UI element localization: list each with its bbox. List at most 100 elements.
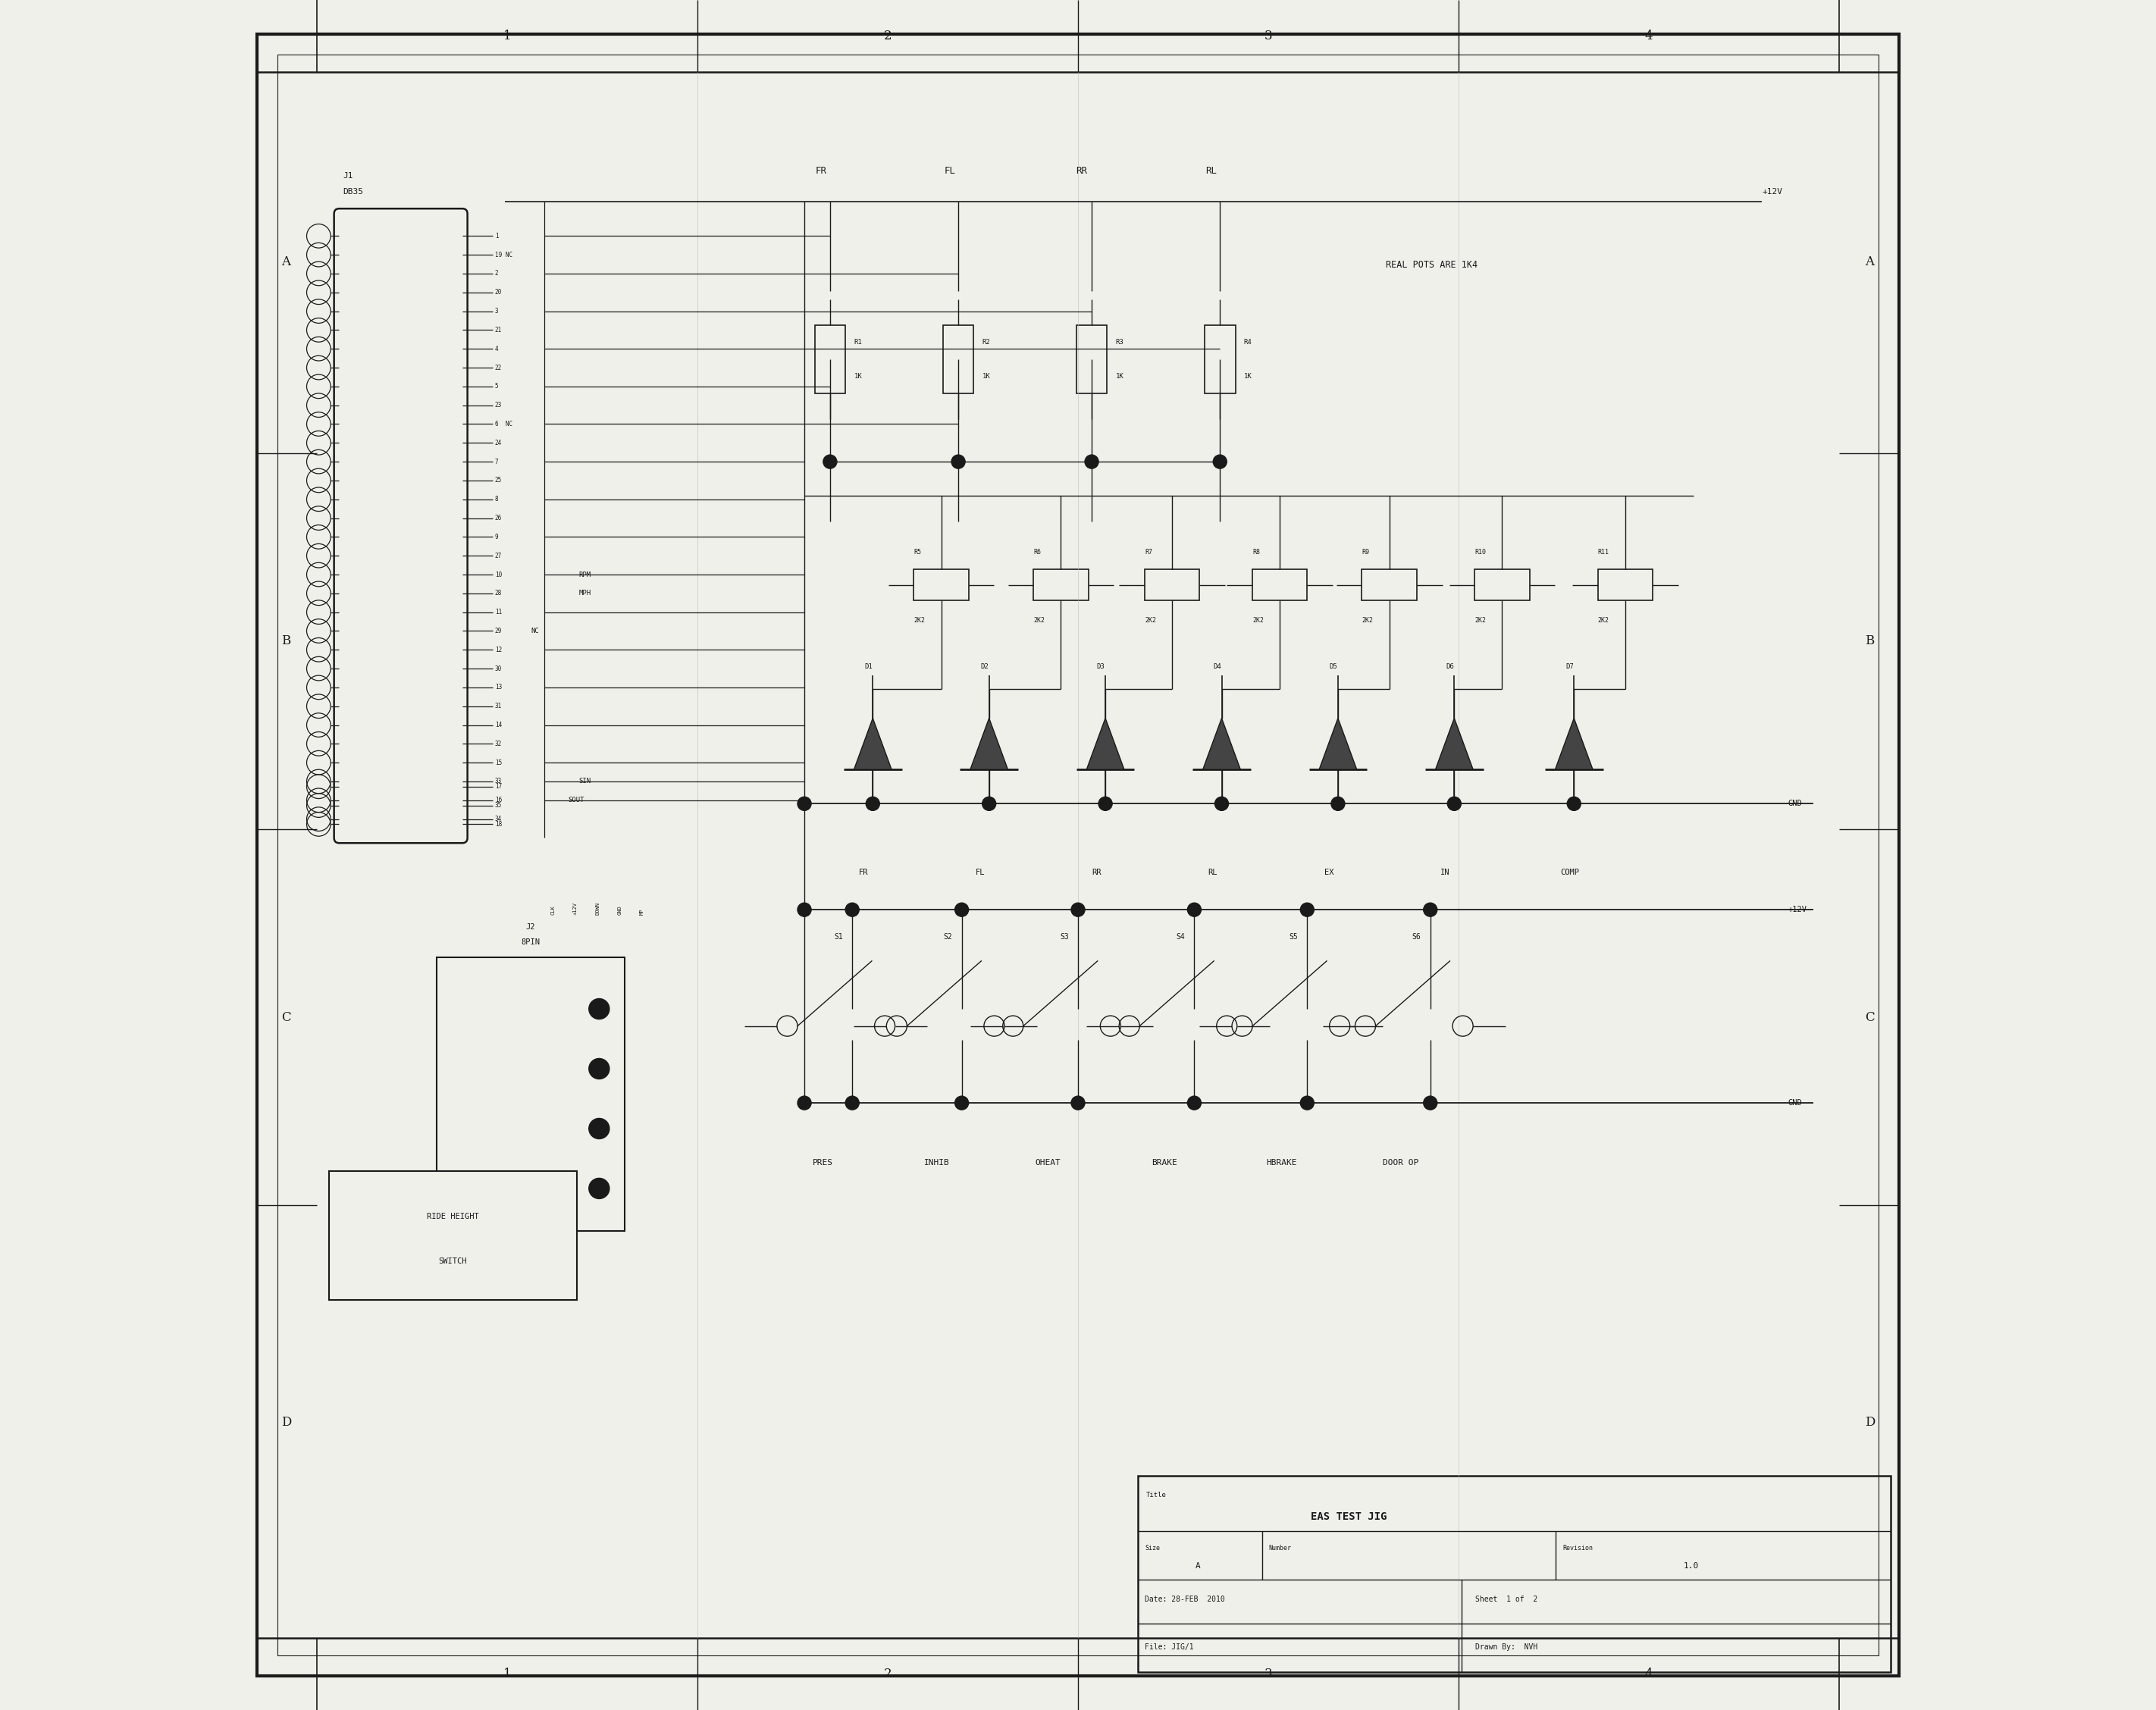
Text: Title: Title	[1147, 1493, 1166, 1498]
Text: DOWN: DOWN	[595, 901, 599, 915]
Text: FR: FR	[858, 869, 869, 876]
Circle shape	[589, 1058, 610, 1079]
Circle shape	[1072, 1096, 1084, 1110]
Text: GND: GND	[1787, 800, 1802, 807]
Text: 1: 1	[502, 1667, 511, 1681]
Circle shape	[1084, 455, 1100, 469]
Text: MPH: MPH	[578, 590, 591, 597]
Text: 1K: 1K	[854, 373, 862, 380]
Text: 1: 1	[496, 233, 498, 239]
Text: 15: 15	[496, 759, 502, 766]
Text: A: A	[282, 255, 291, 268]
Text: 30: 30	[496, 665, 502, 672]
Text: 5: 5	[496, 383, 498, 390]
Circle shape	[867, 797, 880, 811]
Circle shape	[1330, 797, 1345, 811]
Text: REAL POTS ARE 1K4: REAL POTS ARE 1K4	[1386, 260, 1477, 270]
Text: PRES: PRES	[813, 1159, 834, 1166]
Text: S6: S6	[1412, 934, 1421, 941]
Bar	[1076, 325, 1106, 393]
Polygon shape	[970, 718, 1007, 770]
Circle shape	[1300, 1096, 1313, 1110]
Bar	[1138, 1476, 1891, 1672]
Text: 1K: 1K	[1115, 373, 1123, 380]
Text: 1: 1	[502, 29, 511, 43]
Text: 2K2: 2K2	[1145, 617, 1156, 624]
Text: 32: 32	[496, 740, 502, 747]
Text: R11: R11	[1598, 549, 1608, 556]
Text: R2: R2	[983, 339, 990, 345]
Text: D3: D3	[1097, 663, 1106, 670]
Text: 22: 22	[496, 364, 502, 371]
Text: 2K2: 2K2	[1363, 617, 1373, 624]
Text: 13: 13	[496, 684, 502, 691]
Circle shape	[589, 1178, 610, 1199]
Text: S3: S3	[1061, 934, 1069, 941]
Text: C: C	[282, 1011, 291, 1024]
Text: D4: D4	[1214, 663, 1220, 670]
Circle shape	[1188, 903, 1201, 917]
Circle shape	[951, 455, 966, 469]
Text: D: D	[280, 1416, 291, 1430]
Text: 31: 31	[496, 703, 502, 710]
Text: 8PIN: 8PIN	[522, 939, 541, 946]
Text: J1: J1	[343, 173, 354, 180]
Text: File: JIG/1: File: JIG/1	[1145, 1643, 1194, 1650]
Bar	[914, 569, 968, 600]
Circle shape	[1300, 903, 1313, 917]
Text: B: B	[1865, 634, 1874, 648]
Text: FR: FR	[815, 166, 828, 176]
Text: Drawn By:  NVH: Drawn By: NVH	[1475, 1643, 1537, 1650]
Circle shape	[798, 903, 811, 917]
Text: S5: S5	[1289, 934, 1298, 941]
Bar	[1598, 569, 1654, 600]
Circle shape	[955, 1096, 968, 1110]
Text: Number: Number	[1270, 1546, 1291, 1553]
Text: 34: 34	[496, 816, 502, 823]
Text: S1: S1	[834, 934, 843, 941]
Text: 4: 4	[1645, 29, 1654, 43]
Circle shape	[1214, 455, 1227, 469]
Text: A: A	[1865, 255, 1874, 268]
Text: 27: 27	[496, 552, 502, 559]
Circle shape	[1188, 1096, 1201, 1110]
Text: 4: 4	[1645, 1667, 1654, 1681]
Text: D: D	[1865, 1416, 1876, 1430]
Text: R3: R3	[1115, 339, 1123, 345]
Polygon shape	[1203, 718, 1240, 770]
Text: INHIB: INHIB	[925, 1159, 949, 1166]
Text: S4: S4	[1177, 934, 1186, 941]
Circle shape	[798, 1096, 811, 1110]
Text: 14: 14	[496, 722, 502, 728]
Text: R4: R4	[1244, 339, 1253, 345]
Bar	[1145, 569, 1199, 600]
Text: IN: IN	[1440, 869, 1451, 876]
Text: GND: GND	[1787, 1100, 1802, 1106]
Text: +12V: +12V	[1787, 906, 1807, 913]
Text: RL: RL	[1205, 166, 1218, 176]
Text: D6: D6	[1447, 663, 1453, 670]
Text: HBRAKE: HBRAKE	[1266, 1159, 1296, 1166]
Text: SOUT: SOUT	[569, 797, 584, 804]
Text: RPM: RPM	[578, 571, 591, 578]
Circle shape	[955, 903, 968, 917]
Text: 2K2: 2K2	[1475, 617, 1485, 624]
Text: 26: 26	[496, 515, 502, 522]
Polygon shape	[1087, 718, 1123, 770]
Text: R1: R1	[854, 339, 862, 345]
Circle shape	[1423, 903, 1438, 917]
Bar	[1253, 569, 1307, 600]
Text: D2: D2	[981, 663, 990, 670]
Bar	[438, 958, 625, 1231]
Text: CLK: CLK	[550, 905, 556, 915]
Text: 29: 29	[496, 628, 502, 634]
Text: RR: RR	[1091, 869, 1102, 876]
Text: R6: R6	[1033, 549, 1041, 556]
Text: 18: 18	[496, 821, 502, 828]
Text: 3: 3	[1263, 29, 1272, 43]
Polygon shape	[854, 718, 893, 770]
Text: C: C	[1865, 1011, 1874, 1024]
Circle shape	[983, 797, 996, 811]
Text: 12: 12	[496, 646, 502, 653]
Text: 2: 2	[884, 29, 893, 43]
